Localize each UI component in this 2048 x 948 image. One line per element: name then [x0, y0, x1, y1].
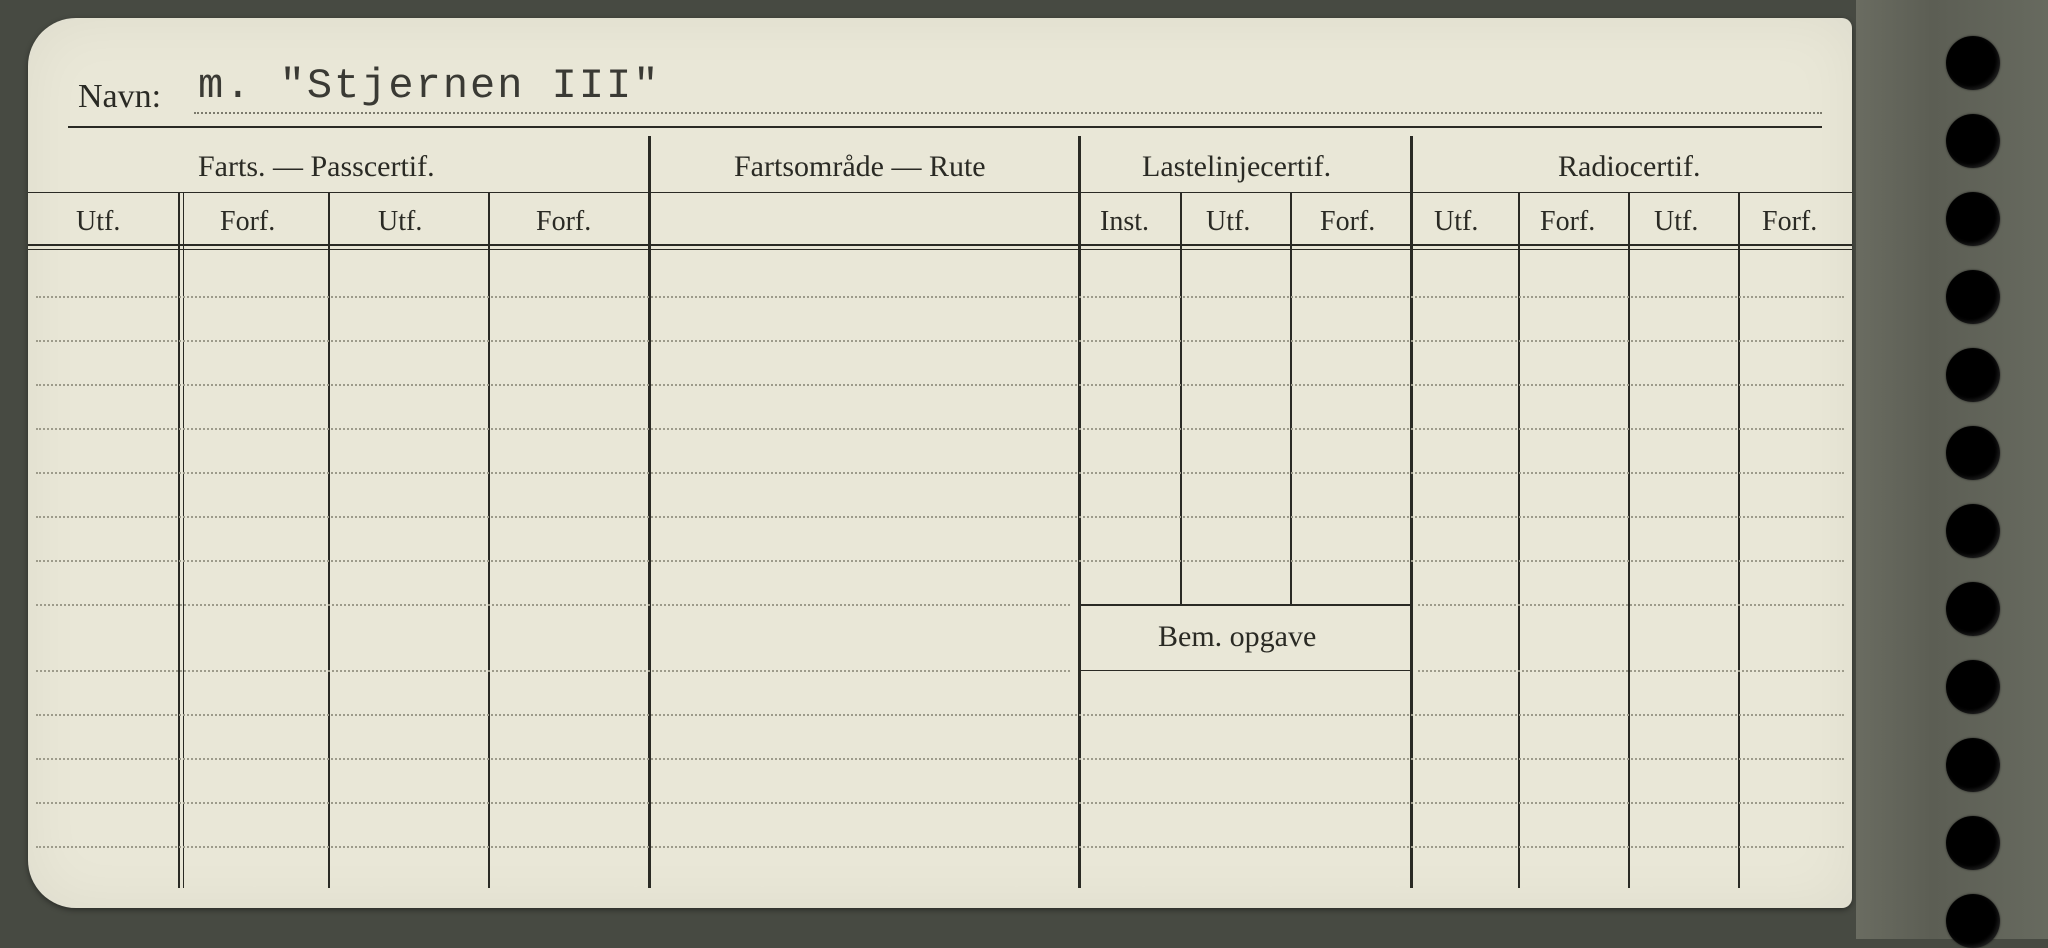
bem-divider	[1078, 604, 1410, 606]
col-inst: Inst.	[1100, 206, 1149, 238]
row-line	[36, 604, 1070, 606]
col-forf-5: Forf.	[1762, 206, 1817, 238]
row-line	[36, 516, 1844, 518]
sub-header-divider	[28, 244, 1852, 246]
col-utf-5: Utf.	[1654, 206, 1698, 238]
col-utf-1: Utf.	[76, 206, 120, 238]
punch-hole	[1946, 426, 2000, 480]
col-utf-2: Utf.	[378, 206, 422, 238]
index-card: Navn: m. "Stjernen III" Farts. — Passcer…	[28, 18, 1852, 908]
vline-major	[1078, 136, 1081, 888]
punch-hole	[1946, 816, 2000, 870]
punch-hole	[1946, 114, 2000, 168]
row-line	[36, 340, 1844, 342]
binder-strip	[1856, 0, 2048, 939]
row-line	[36, 802, 1844, 804]
row-line	[36, 428, 1844, 430]
col-forf-2: Forf.	[536, 206, 591, 238]
col-forf-1: Forf.	[220, 206, 275, 238]
certificate-table: Farts. — Passcertif. Fartsområde — Rute …	[28, 136, 1852, 908]
punch-hole	[1946, 348, 2000, 402]
punch-hole	[1946, 582, 2000, 636]
row-line	[36, 472, 1844, 474]
col-forf-4: Forf.	[1540, 206, 1595, 238]
name-underline	[194, 112, 1822, 114]
row-line	[36, 296, 1844, 298]
bem-bottom	[1078, 670, 1410, 671]
col-forf-3: Forf.	[1320, 206, 1375, 238]
row-line	[1418, 604, 1844, 606]
punch-hole	[1946, 36, 2000, 90]
row-line	[36, 758, 1844, 760]
row-line	[36, 560, 1844, 562]
row-line	[36, 670, 1070, 672]
group-radiocertif: Radiocertif.	[1558, 150, 1700, 184]
row-line	[36, 846, 1844, 848]
vline	[1180, 192, 1182, 604]
group-farts-passcertif: Farts. — Passcertif.	[198, 150, 435, 184]
vline	[1290, 192, 1292, 604]
row-line	[1418, 670, 1844, 672]
punch-hole	[1946, 894, 2000, 948]
group-fartsomrade-rute: Fartsområde — Rute	[734, 150, 986, 184]
vline-major	[1410, 136, 1413, 888]
col-utf-4: Utf.	[1434, 206, 1478, 238]
name-value: m. "Stjernen III"	[198, 62, 660, 110]
name-row: Navn: m. "Stjernen III"	[68, 70, 1822, 128]
punch-hole	[1946, 660, 2000, 714]
group-header-divider	[28, 192, 1852, 193]
punch-hole	[1946, 738, 2000, 792]
row-line	[36, 384, 1844, 386]
col-utf-3: Utf.	[1206, 206, 1250, 238]
bem-opgave-label: Bem. opgave	[1158, 620, 1316, 654]
punch-hole	[1946, 270, 2000, 324]
punch-hole	[1946, 504, 2000, 558]
name-label: Navn:	[78, 78, 161, 116]
group-lastelinjecertif: Lastelinjecertif.	[1142, 150, 1331, 184]
punch-hole	[1946, 192, 2000, 246]
vline-major	[648, 136, 651, 888]
row-line	[36, 714, 1844, 716]
